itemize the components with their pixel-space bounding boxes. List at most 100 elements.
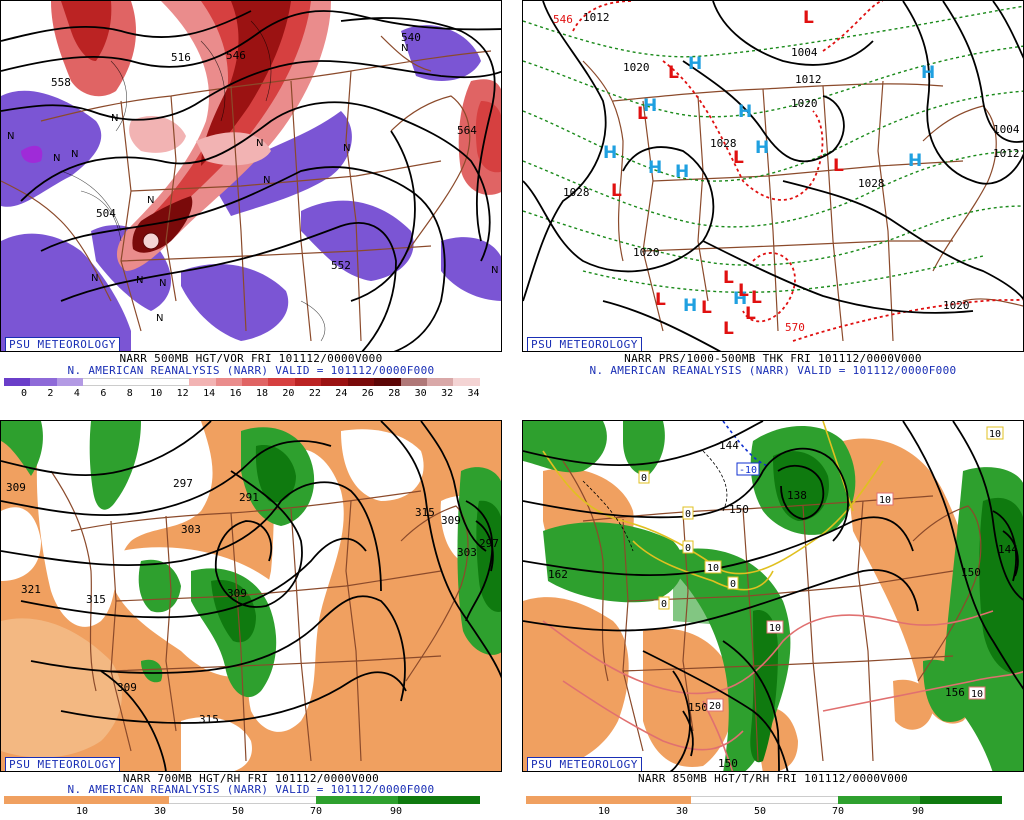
contour-label: 291 <box>239 491 259 504</box>
psu-meteorology-badge: PSU METEOROLOGY <box>527 757 642 771</box>
low-pressure-symbol: L <box>637 104 648 124</box>
vorticity-colorbar-cell <box>83 378 110 386</box>
contour-label: 321 <box>21 583 41 596</box>
high-pressure-centers: H H H H H H H H H H H <box>603 54 935 316</box>
contour-label: 552 <box>331 259 351 272</box>
rh-colorbar-moist <box>838 796 920 804</box>
vorticity-tick: 2 <box>47 388 54 399</box>
vorticity-colorbar-cell <box>294 378 322 386</box>
low-pressure-symbol: L <box>733 148 744 168</box>
contour-labels-500mb: 516 564 558 546 540 504 552 <box>51 31 477 272</box>
thickness-label: 546 <box>553 13 573 26</box>
rh-tick: 70 <box>831 806 845 817</box>
vorticity-colorbar-cell <box>215 378 242 386</box>
vorticity-tick: 28 <box>388 388 401 399</box>
isobar-label: 1020 <box>943 299 970 312</box>
rh-colorbar <box>526 796 1002 804</box>
rh-tick: 30 <box>153 806 167 817</box>
vorticity-colorbar-cell <box>189 378 216 386</box>
rh-tick: 90 <box>911 806 925 817</box>
contour-label: 309 <box>6 481 26 494</box>
contour-label: 564 <box>457 124 477 137</box>
low-pressure-centers: L L L L L L L L L L L L L <box>611 8 844 339</box>
vorticity-tick: 20 <box>282 388 295 399</box>
caption-valid: N. AMERICAN REANALYSIS (NARR) VALID = 10… <box>67 783 435 796</box>
rh-tick: 10 <box>597 806 611 817</box>
high-pressure-symbol: H <box>688 54 702 74</box>
vorticity-colorbar-cell <box>109 378 137 386</box>
isobar-label: 1028 <box>710 137 737 150</box>
rh-colorbar-dry <box>4 796 169 804</box>
vorticity-minima-labels: N N N N N N N N N N N N N N <box>7 43 498 324</box>
psu-meteorology-badge: PSU METEOROLOGY <box>527 337 642 351</box>
high-pressure-symbol: H <box>921 63 935 83</box>
rh-tick: 10 <box>75 806 89 817</box>
caption-title: NARR 700MB HGT/RH FRI 101112/0000V000 <box>122 772 380 785</box>
vort-n-label: N <box>491 265 498 276</box>
low-pressure-symbol: L <box>745 304 756 324</box>
contour-label: 315 <box>415 506 435 519</box>
low-pressure-symbol: L <box>803 8 814 28</box>
high-pressure-symbol: H <box>683 296 697 316</box>
contour-label: 516 <box>171 51 191 64</box>
isobar-labels: 1012 1020 1028 1020 1028 1004 1012 1020 … <box>553 11 1020 334</box>
contour-label: 297 <box>479 537 499 550</box>
vorticity-colorbar <box>4 378 480 386</box>
contour-label: 504 <box>96 207 116 220</box>
vorticity-tick: 24 <box>335 388 348 399</box>
contour-label: 162 <box>548 568 568 581</box>
rh-colorbar-moist <box>316 796 398 804</box>
caption-valid: N. AMERICAN REANALYSIS (NARR) VALID = 10… <box>589 364 957 377</box>
vorticity-colorbar-cell <box>241 378 269 386</box>
vorticity-tick: 32 <box>441 388 454 399</box>
low-pressure-symbol: L <box>655 290 666 310</box>
vorticity-tick: 14 <box>203 388 216 399</box>
low-pressure-symbol: L <box>611 181 622 201</box>
isobar-label: 1028 <box>858 177 885 190</box>
contour-label: 540 <box>401 31 421 44</box>
rh-colorbar-very-moist <box>398 796 480 804</box>
vort-n-label: N <box>401 43 408 54</box>
panel-850mb-temp-rh: 144 138 150 162 150 144 150 150 156 -10 … <box>522 420 1024 820</box>
temperature-labels: -10 0 0 0 10 0 0 10 10 10 20 <box>638 426 1004 712</box>
rh-tick: 70 <box>309 806 323 817</box>
temp-label: 0 <box>730 579 736 590</box>
high-pressure-symbol: H <box>643 96 657 116</box>
contour-label: 309 <box>117 681 137 694</box>
high-pressure-symbol: H <box>755 138 769 158</box>
map-pressure-graphic: 1012 1020 1028 1020 1028 1004 1012 1020 … <box>523 1 1023 351</box>
contour-label: 156 <box>945 686 965 699</box>
temp-label: 0 <box>685 509 691 520</box>
contour-label: 150 <box>718 757 738 770</box>
temp-label: 10 <box>989 429 1001 440</box>
temp-label: 0 <box>685 543 691 554</box>
high-pressure-symbol: H <box>908 151 922 171</box>
low-pressure-symbol: L <box>668 63 679 83</box>
temp-label: 10 <box>769 623 781 634</box>
contour-label: 150 <box>729 503 749 516</box>
contour-label: 297 <box>173 477 193 490</box>
vorticity-tick: 34 <box>467 388 480 399</box>
temp-label: 20 <box>709 701 721 712</box>
contour-label: 309 <box>441 514 461 527</box>
vorticity-colorbar-cell <box>136 378 163 386</box>
vorticity-tick: 4 <box>73 388 80 399</box>
contour-label: 150 <box>688 701 708 714</box>
map-500mb-graphic: 516 564 558 546 540 504 552 N N N N N N … <box>1 1 501 351</box>
rh-colorbar-mid <box>169 796 316 804</box>
thickness-label: 570 <box>785 321 805 334</box>
vorticity-tick: 22 <box>308 388 321 399</box>
rh-colorbar-ticks: 10 30 50 70 90 <box>0 806 502 818</box>
isobar-label: 1020 <box>623 61 650 74</box>
panel-700mb-rh: 309 297 291 303 321 315 309 315 309 303 … <box>0 420 502 820</box>
panel-sea-level-pressure: 1012 1020 1028 1020 1028 1004 1012 1020 … <box>522 0 1024 400</box>
contour-label: 309 <box>227 587 247 600</box>
temp-label: 10 <box>879 495 891 506</box>
contour-labels-850mb: 144 138 150 162 150 144 150 150 156 <box>548 439 1018 770</box>
temp-label: -10 <box>739 465 757 476</box>
vort-n-label: N <box>53 153 60 164</box>
vorticity-colorbar-cell <box>400 378 427 386</box>
vorticity-colorbar-cell <box>268 378 295 386</box>
rh-tick: 50 <box>231 806 245 817</box>
temp-label: 0 <box>641 473 647 484</box>
